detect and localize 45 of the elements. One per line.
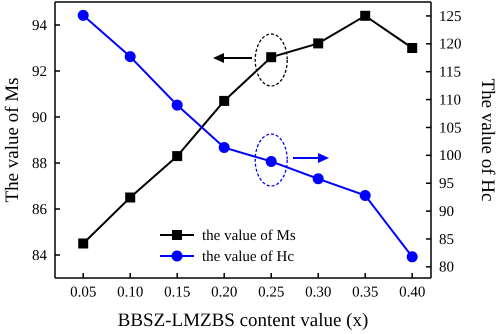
y-tick-label: 86 xyxy=(32,202,48,218)
point xyxy=(360,190,371,201)
x-tick-label: 0.40 xyxy=(399,284,426,301)
y2-tick-label: 120 xyxy=(439,36,462,53)
y2-tick-label: 95 xyxy=(439,176,454,192)
y2-tick-label: 90 xyxy=(439,204,454,220)
y2-tick-label: 115 xyxy=(439,64,461,80)
y2-tick-label: 85 xyxy=(439,232,454,248)
x-tick-label: 0.05 xyxy=(70,284,96,301)
point xyxy=(172,100,183,111)
x-axis-title: BBSZ-LMZBS content value (x) xyxy=(118,310,368,331)
x-tick-label: 0.10 xyxy=(117,284,144,301)
point xyxy=(219,96,230,106)
point xyxy=(266,156,277,167)
point xyxy=(218,142,230,154)
y-tick-label: 84 xyxy=(32,248,48,264)
y2-axis-title: The value of Hc xyxy=(477,78,496,202)
y2-tick-label: 100 xyxy=(439,148,462,164)
y-tick-label: 90 xyxy=(32,110,47,126)
x-tick-label: 0.30 xyxy=(305,284,332,301)
point xyxy=(78,238,88,248)
x-tick-label: 0.20 xyxy=(211,284,238,301)
point xyxy=(172,151,182,162)
point xyxy=(313,38,324,48)
y2-tick-label: 125 xyxy=(439,8,462,25)
x-tick-label: 0.15 xyxy=(164,284,190,301)
y-tick-label: 88 xyxy=(32,156,47,172)
y-tick-label: 94 xyxy=(32,18,48,34)
x-tick-label: 0.25 xyxy=(258,284,284,301)
y2-tick-label: 80 xyxy=(439,260,454,276)
y-axis-title: The value of Ms xyxy=(2,77,23,203)
point xyxy=(407,43,418,53)
y2-tick-label: 110 xyxy=(439,92,461,108)
legend-label: the value of Ms xyxy=(202,228,296,244)
point xyxy=(312,173,324,184)
point xyxy=(78,10,89,21)
legend-label: the value of Hc xyxy=(202,249,294,265)
point xyxy=(125,192,136,202)
point xyxy=(360,10,370,21)
y-tick-label: 92 xyxy=(32,64,47,80)
y2-tick-label: 105 xyxy=(439,120,462,136)
point xyxy=(266,52,276,62)
x-tick-label: 0.35 xyxy=(352,284,378,301)
point xyxy=(406,251,418,262)
point xyxy=(124,51,136,62)
